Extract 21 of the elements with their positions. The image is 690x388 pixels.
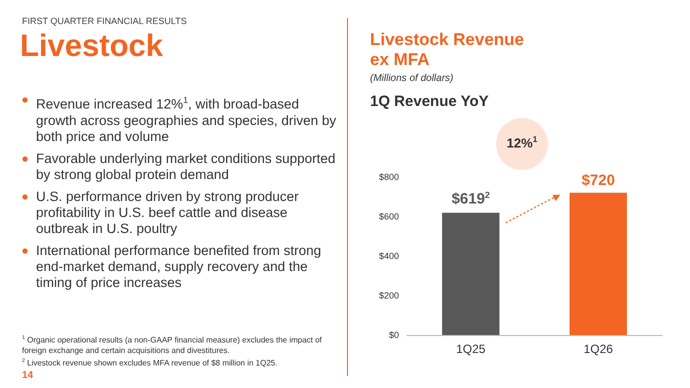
text: 14	[22, 370, 34, 381]
y-tick-label: $600	[378, 212, 399, 222]
chart-subtitle: (Millions of dollars)	[370, 73, 454, 84]
text: International performance benefited from strong end-market demand, supply recovery and the timing of price increases	[35, 242, 322, 290]
text: $^{1}$ Organic operational results (a non-GAAP financial measure) excludes the impact of foreign exchange and certain acquisitions and divestitures.	[22, 334, 323, 356]
data-label: $720	[582, 172, 615, 189]
text: U.S. performance driven by strong producer profitability in U.S. beef cattle and disease outbreak in U.S. poultry	[35, 188, 300, 236]
text: $^{2}$ Livestock revenue shown excludes MFA revenue of $8 million in 1Q25.	[22, 356, 278, 368]
text: Revenue increased 12%$^{1}$, with broad-based growth across geographies and species, driven by both price and volume	[35, 94, 338, 144]
chart-title: Livestock Revenue ex MFA	[370, 30, 526, 70]
x-tick-label: 1Q25	[456, 342, 486, 356]
text: Livestock	[20, 28, 164, 64]
y-tick-label: $400	[378, 251, 399, 261]
y-tick-label: $0	[388, 330, 399, 340]
text: 1Q Revenue YoY	[370, 93, 489, 110]
text: Favorable underlying market conditions supported by strong global protein demand	[35, 150, 336, 182]
x-tick-label: 1Q26	[584, 342, 614, 356]
y-tick-label: $200	[378, 290, 399, 300]
text: 12%$^{1}$	[506, 134, 538, 150]
text: FIRST QUARTER FINANCIAL RESULTS	[22, 16, 187, 26]
y-tick-label: $800	[378, 172, 399, 182]
